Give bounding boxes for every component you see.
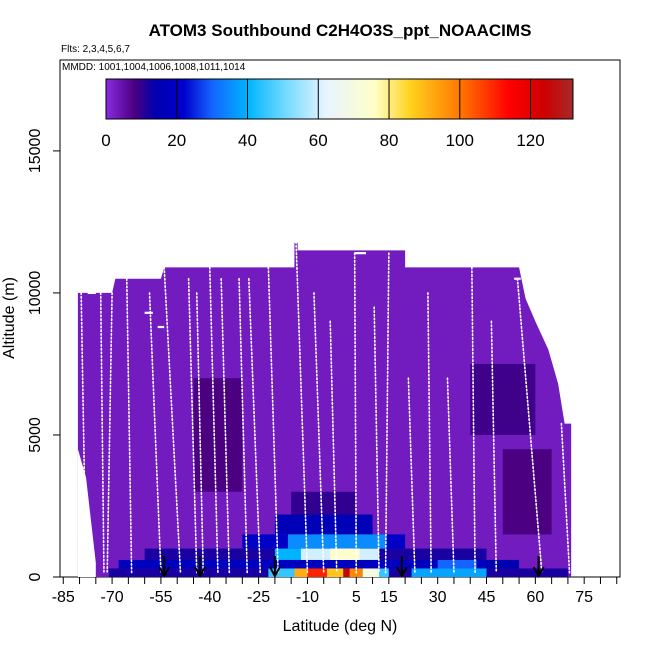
colorbar-tick-label: 40 [238, 131, 257, 150]
y-tick-label: 0 [27, 572, 44, 581]
flight-profile [106, 292, 113, 574]
colorbar: 0 20 40 60 80 100 120 [101, 78, 574, 150]
x-axis: -85 -70 -55 -40 -25 -10 5 15 30 45 60 75 [52, 577, 618, 606]
x-tick-label: -10 [296, 589, 319, 606]
flight-profile [516, 277, 543, 574]
colorbar-ticks: 0 20 40 60 80 100 120 [101, 79, 545, 150]
flight-profile [267, 266, 279, 574]
concentration-cell [470, 363, 536, 435]
flight-profile [208, 266, 219, 574]
colorbar-tick-label: 0 [101, 131, 110, 150]
flight-profile [187, 277, 198, 574]
flight-profile [407, 377, 416, 574]
flight-profile [490, 320, 498, 574]
chart-title: ATOM3 Southbound C2H4O3S_ppt_NOAACIMS [149, 21, 532, 40]
concentration-cell [193, 378, 243, 492]
concentration-cell [411, 568, 487, 577]
x-tick-label: -85 [52, 589, 75, 606]
location-arrowhead [194, 566, 206, 579]
colorbar-tick-label: 100 [446, 131, 474, 150]
concentration-cell [291, 491, 357, 515]
flights-label: Flts: 2,3,4,5,6,7 [61, 44, 130, 55]
x-tick-label: 30 [429, 589, 447, 606]
flight-profile [471, 266, 476, 574]
colorbar-gradient [105, 78, 574, 120]
flight-profile [148, 292, 162, 574]
concentration-cell [326, 568, 344, 577]
concentration-cell [307, 568, 327, 577]
y-axis-title: Altitude (m) [1, 277, 18, 359]
x-tick-label: -40 [198, 589, 221, 606]
concentration-cell [343, 568, 350, 577]
colorbar-tick-label: 60 [309, 131, 328, 150]
location-arrowhead [532, 566, 545, 579]
y-tick-label: 5000 [27, 417, 44, 453]
flight-profile [353, 252, 358, 574]
flight-profile [80, 292, 87, 574]
location-arrowhead [395, 566, 408, 579]
concentration-cell [274, 548, 324, 560]
location-arrowhead [158, 566, 171, 579]
concentration-cell [118, 559, 510, 569]
flight-profile [248, 277, 262, 574]
x-axis-title: Latitude (deg N) [283, 618, 398, 635]
flight-profile [163, 266, 182, 574]
colorbar-tick-label: 20 [167, 131, 186, 150]
arrow-layer [158, 556, 545, 579]
concentration-cell [294, 568, 308, 577]
concentration-cell [486, 559, 520, 569]
x-tick-label: 15 [380, 589, 398, 606]
concentration-cell [274, 514, 373, 535]
x-tick-label: 5 [352, 589, 361, 606]
concentration-cell [502, 449, 552, 535]
flight-profile [427, 292, 432, 574]
x-tick-label: -70 [101, 589, 124, 606]
flight-profile [313, 292, 325, 574]
concentration-cell [330, 548, 360, 560]
colorbar-tick-label: 120 [516, 131, 544, 150]
flight-profile [560, 422, 571, 574]
x-tick-label: -25 [247, 589, 270, 606]
x-tick-label: 45 [478, 589, 496, 606]
flight-profile [238, 277, 249, 574]
data-layer [77, 241, 572, 577]
flight-profile [99, 292, 105, 574]
x-tick-label: 75 [575, 589, 593, 606]
colorbar-tick-label: 80 [380, 131, 399, 150]
location-arrowhead [269, 566, 281, 579]
y-tick-label: 15000 [27, 129, 44, 174]
profile-layer [80, 240, 571, 574]
flight-profile [220, 277, 231, 574]
flight-profile [384, 252, 390, 574]
dates-label: MMDD: 1001,1004,1006,1008,1011,1014 [62, 62, 246, 73]
flight-profile [373, 306, 380, 574]
y-tick-label: 10000 [27, 271, 44, 316]
flight-profile [295, 241, 309, 574]
concentration-cell [362, 568, 380, 577]
concentration-cell [437, 559, 477, 569]
x-tick-label: -55 [149, 589, 172, 606]
flight-profile [125, 277, 133, 574]
concentration-cell [287, 534, 386, 549]
flight-profile [195, 292, 205, 574]
flight-profile [329, 320, 338, 574]
y-axis: 0 5000 10000 15000 [27, 129, 60, 581]
flight-profile [446, 377, 455, 574]
empty-region [77, 449, 96, 577]
x-tick-label: 60 [526, 589, 544, 606]
